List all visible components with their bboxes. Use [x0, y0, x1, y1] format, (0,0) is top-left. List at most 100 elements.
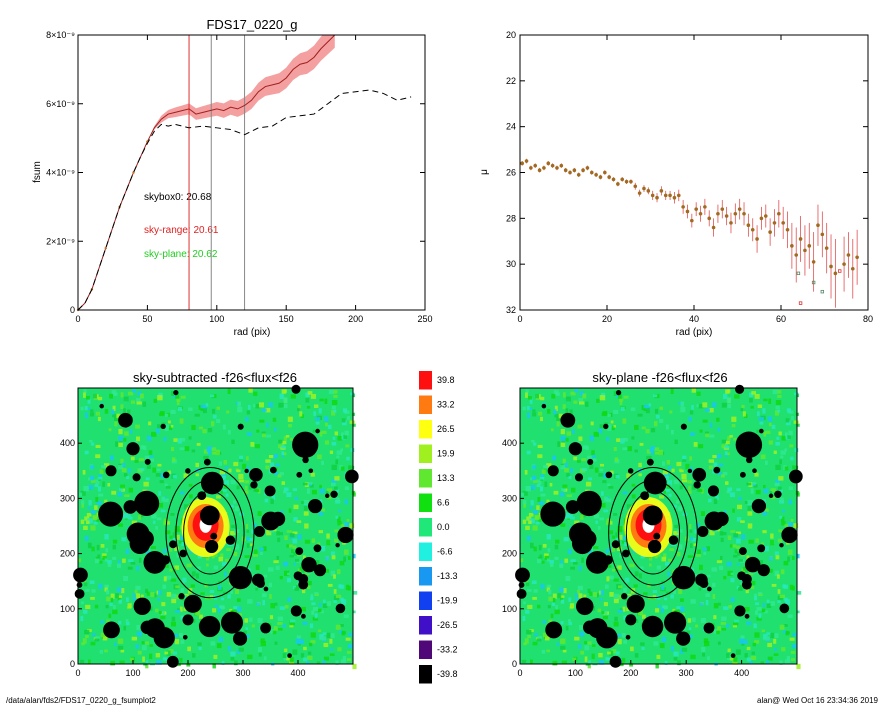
- sky-plane-ytick-label: 400: [502, 438, 517, 448]
- sky-plane-noise-pixel: [777, 538, 783, 543]
- sky-plane-noise-pixel: [783, 629, 786, 634]
- sky-subtracted-noise-pixel: [261, 431, 266, 435]
- sky-subtracted-noise-pixel: [114, 421, 118, 427]
- sky-plane-noise-pixel: [568, 597, 572, 602]
- sky-subtracted-noise-pixel: [220, 553, 224, 559]
- sky-plane-noise-pixel: [746, 621, 752, 625]
- sky-plane-noise-pixel: [757, 592, 763, 595]
- sky-subtracted-noise-pixel: [312, 607, 319, 611]
- sky-subtracted-noise-pixel: [118, 428, 123, 435]
- sky-plane-noise-pixel: [573, 400, 578, 404]
- sky-subtracted-noise-pixel: [305, 570, 312, 574]
- mu-point: [663, 193, 668, 198]
- sky-plane-masked-source: [603, 555, 613, 565]
- sky-subtracted-noise-pixel: [172, 532, 176, 538]
- sky-subtracted-masked-source: [73, 567, 88, 583]
- sky-subtracted-noise-pixel: [342, 541, 346, 545]
- sky-plane-noise-pixel: [787, 614, 793, 618]
- sky-plane-noise-pixel: [753, 623, 757, 629]
- sky-plane-noise-pixel: [600, 590, 604, 596]
- sky-subtracted-masked-source: [166, 655, 179, 668]
- sky-subtracted-noise-pixel: [302, 555, 306, 561]
- sky-subtracted-noise-pixel: [269, 615, 274, 620]
- sky-plane-noise-pixel: [790, 456, 794, 461]
- sky-subtracted-noise-pixel: [303, 511, 309, 516]
- mu-xtick-label: 60: [776, 314, 786, 324]
- sky-plane-noise-pixel: [761, 629, 765, 633]
- sky-plane-noise-pixel: [577, 589, 581, 595]
- sky-plane-ytick-label: 0: [512, 659, 517, 669]
- sky-subtracted-noise-pixel: [327, 583, 333, 587]
- sky-plane-noise-pixel: [569, 409, 573, 415]
- sky-plane-noise-pixel: [591, 450, 595, 456]
- sky-subtracted-noise-pixel: [206, 447, 210, 453]
- sky-plane-noise-pixel: [526, 535, 531, 541]
- sky-plane-noise-pixel: [546, 558, 550, 562]
- sky-subtracted-noise-pixel: [230, 479, 236, 485]
- sky-subtracted-noise-pixel: [174, 546, 179, 551]
- sky-plane-noise-pixel: [546, 499, 550, 504]
- sky-subtracted-masked-source: [98, 501, 124, 527]
- sky-plane-noise-pixel: [765, 636, 770, 641]
- sky-plane-noise-pixel: [749, 570, 755, 574]
- sky-plane-masked-source: [540, 501, 566, 527]
- sky-subtracted-noise-pixel: [116, 413, 121, 419]
- sky-plane-noise-pixel: [663, 473, 670, 477]
- sky-plane-noise-pixel: [708, 465, 713, 470]
- mu-point: [659, 189, 664, 193]
- sky-plane-masked-source: [734, 605, 746, 617]
- sky-plane-noise-pixel: [750, 585, 755, 590]
- sky-subtracted-noise-pixel: [349, 523, 355, 529]
- sky-subtracted-noise-pixel: [215, 449, 220, 456]
- sky-subtracted-noise-pixel: [125, 619, 129, 622]
- sky-plane-noise-pixel: [637, 413, 643, 417]
- sky-subtracted-noise-pixel: [307, 655, 313, 661]
- sky-plane-noise-pixel: [780, 455, 784, 459]
- sky-plane-noise-pixel: [598, 428, 603, 434]
- sky-subtracted-noise-pixel: [256, 429, 260, 433]
- sky-plane-noise-pixel: [606, 518, 612, 523]
- sky-plane-noise-pixel: [607, 651, 611, 655]
- sky-subtracted-noise-pixel: [268, 454, 274, 459]
- mu-point: [655, 195, 659, 200]
- sky-plane-noise-pixel: [720, 537, 724, 543]
- sky-plane-noise-pixel: [764, 460, 768, 465]
- sky-subtracted-noise-pixel: [116, 587, 122, 593]
- sky-plane-noise-pixel: [790, 416, 794, 421]
- sky-plane-noise-pixel: [588, 660, 591, 665]
- sky-plane-noise-pixel: [731, 423, 736, 428]
- sky-subtracted-noise-pixel: [211, 408, 216, 414]
- sky-subtracted-noise-pixel: [222, 475, 226, 480]
- sky-subtracted-noise-pixel: [211, 447, 217, 451]
- sky-subtracted-noise-pixel: [112, 544, 117, 550]
- sky-subtracted-noise-pixel: [135, 644, 139, 649]
- sky-subtracted-noise-pixel: [164, 498, 169, 503]
- sky-plane-aperture-ellipse: [608, 466, 698, 599]
- sky-subtracted-noise-pixel: [160, 472, 166, 478]
- sky-plane-masked-source: [759, 428, 764, 434]
- sky-subtracted-noise-pixel: [327, 496, 332, 500]
- mu-point: [646, 189, 651, 193]
- sky-plane-noise-pixel: [778, 431, 782, 436]
- sky-plane-noise-pixel: [779, 515, 783, 519]
- sky-plane-noise-pixel: [639, 566, 644, 572]
- sky-plane-masked-source: [779, 603, 790, 614]
- sky-subtracted-noise-pixel: [265, 459, 271, 463]
- sky-plane-noise-pixel: [540, 583, 545, 589]
- sky-subtracted-noise-pixel: [292, 538, 298, 544]
- sky-plane-noise-pixel: [524, 469, 528, 475]
- sky-plane-masked-source: [739, 471, 746, 478]
- sky-plane-noise-pixel: [702, 402, 708, 408]
- sky-subtracted-noise-pixel: [331, 464, 337, 471]
- sky-plane-noise-pixel: [634, 571, 639, 577]
- sky-plane-noise-pixel: [667, 466, 672, 470]
- sky-plane-noise-pixel: [673, 479, 679, 485]
- sky-subtracted-noise-pixel: [117, 638, 124, 644]
- sky-subtracted-noise-pixel: [301, 567, 305, 573]
- sky-plane-noise-pixel: [793, 420, 799, 424]
- sky-plane-noise-pixel: [729, 492, 735, 498]
- sky-subtracted-noise-pixel: [145, 641, 150, 645]
- sky-plane-noise-pixel: [698, 587, 702, 591]
- sky-plane-noise-pixel: [623, 640, 628, 644]
- sky-plane-noise-pixel: [776, 436, 780, 440]
